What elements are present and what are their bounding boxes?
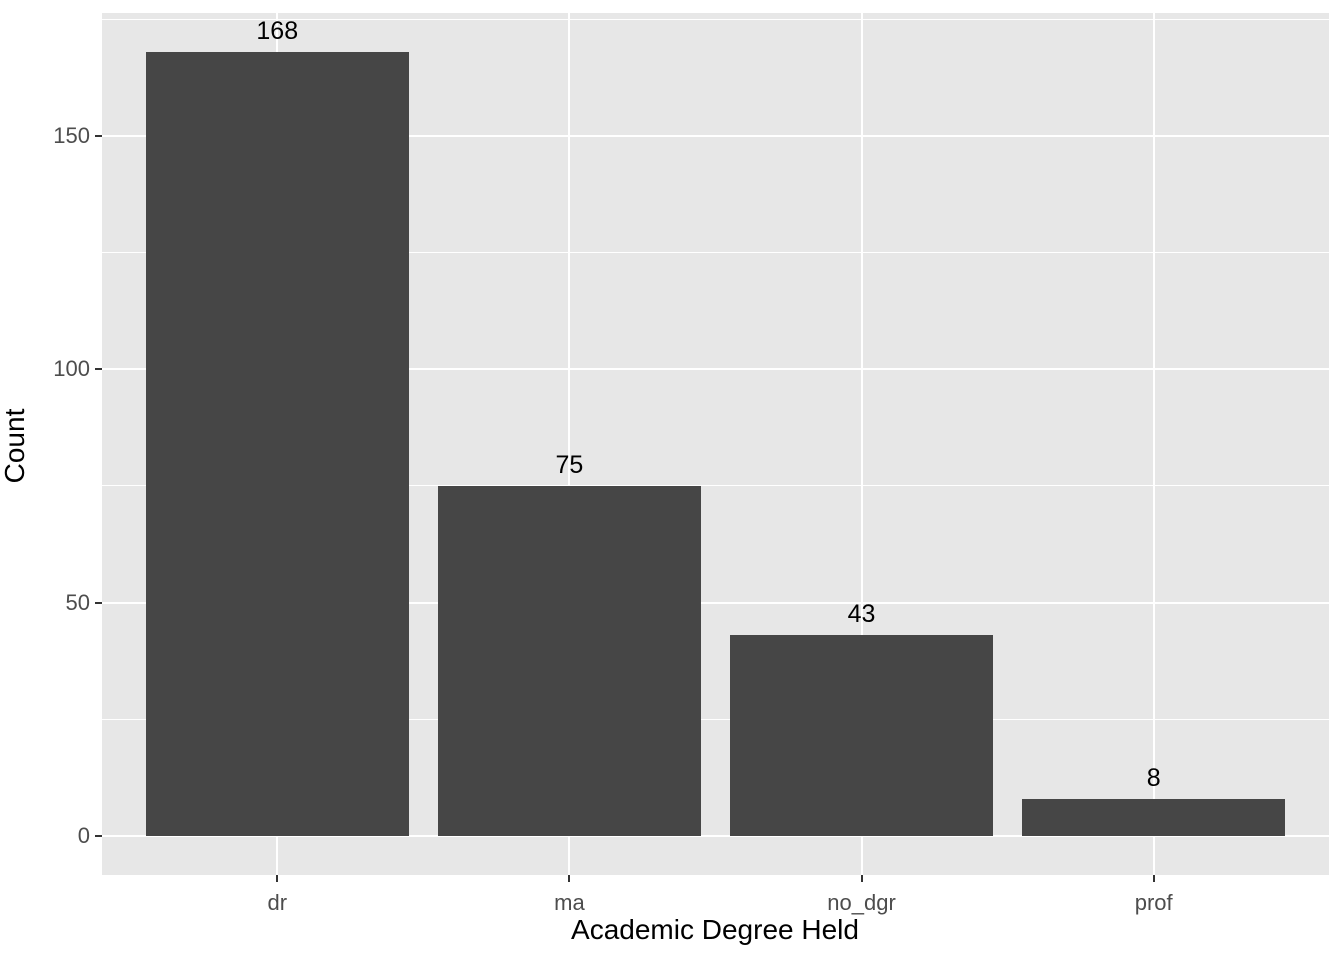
gridline-major-x-ma xyxy=(568,13,571,875)
x-tick-label-no_dgr: no_dgr xyxy=(827,890,896,915)
bar-dr xyxy=(145,52,409,836)
y-tick-mark-50 xyxy=(95,601,102,604)
x-tick-label-dr: dr xyxy=(267,890,288,915)
gridline-minor-y-25 xyxy=(102,718,1329,720)
gridline-minor-y-175 xyxy=(102,19,1329,21)
y-tick-label-100: 100 xyxy=(53,356,90,382)
bar-value-label-prof: 8 xyxy=(1146,763,1161,792)
x-tick-mark-ma xyxy=(568,875,571,882)
x-tick-label-prof: prof xyxy=(1134,890,1173,915)
bar-prof xyxy=(1022,798,1286,836)
bar-no_dgr xyxy=(730,635,994,836)
y-tick-label-50: 50 xyxy=(65,589,90,615)
plot-panel: 168 75 43 8 xyxy=(102,13,1329,875)
bar-value-label-no_dgr: 43 xyxy=(847,600,876,629)
y-tick-label-0: 0 xyxy=(77,822,90,848)
bar-value-label-dr: 168 xyxy=(256,17,299,46)
gridline-major-x-prof xyxy=(1152,13,1155,875)
gridline-minor-y-125 xyxy=(102,252,1329,254)
x-tick-mark-no_dgr xyxy=(860,875,863,882)
y-tick-mark-150 xyxy=(95,135,102,138)
y-tick-mark-100 xyxy=(95,368,102,371)
y-tick-mark-0 xyxy=(95,834,102,837)
y-axis-title: Count xyxy=(0,408,30,484)
gridline-minor-y-75 xyxy=(102,485,1329,487)
x-tick-label-ma: ma xyxy=(554,890,585,915)
x-tick-mark-prof xyxy=(1152,875,1155,882)
gridline-major-x-no_dgr xyxy=(860,13,863,875)
gridline-major-y-100 xyxy=(102,368,1329,371)
gridline-major-y-50 xyxy=(102,601,1329,604)
y-tick-label-150: 150 xyxy=(53,123,90,149)
gridline-major-y-150 xyxy=(102,135,1329,138)
x-axis-title: Academic Degree Held xyxy=(571,914,859,945)
bar-ma xyxy=(437,485,701,836)
bar-value-label-ma: 75 xyxy=(555,450,584,479)
x-tick-mark-dr xyxy=(276,875,279,882)
gridline-major-y-0 xyxy=(102,834,1329,837)
